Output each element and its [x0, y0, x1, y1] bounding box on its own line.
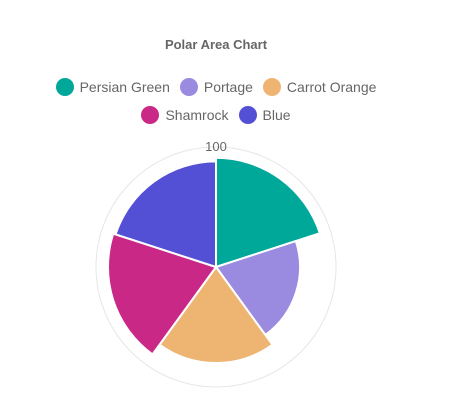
slice-shamrock[interactable]: [107, 232, 217, 356]
legend-item-portage[interactable]: Portage: [179, 78, 253, 96]
legend-item-carrot-orange[interactable]: Carrot Orange: [262, 78, 377, 96]
legend-swatch-carrot-orange: [262, 78, 281, 96]
slice-blue[interactable]: [114, 160, 217, 268]
tick-layer: 100: [205, 139, 227, 154]
tick-label-100: 100: [205, 139, 227, 154]
grid-layer: [95, 146, 337, 388]
legend-label-carrot-orange: Carrot Orange: [286, 79, 377, 95]
legend-item-blue[interactable]: Blue: [238, 106, 291, 124]
legend-label-portage: Portage: [203, 79, 253, 95]
slice-persian-green[interactable]: [215, 156, 321, 268]
grid-circle: [95, 146, 337, 388]
legend-row-2: Shamrock Blue: [0, 104, 432, 126]
legend-item-shamrock[interactable]: Shamrock: [141, 106, 229, 124]
legend-swatch-blue: [238, 106, 257, 124]
legend-label-shamrock: Shamrock: [165, 107, 229, 123]
legend-swatch-persian-green: [55, 78, 74, 96]
slice-portage[interactable]: [215, 240, 301, 336]
legend-label-blue: Blue: [262, 107, 291, 123]
chart-title: Polar Area Chart: [164, 37, 268, 52]
legend-row-1: Persian Green Portage Carrot Orange: [0, 76, 432, 98]
legend-swatch-shamrock: [141, 106, 160, 124]
legend-swatch-portage: [179, 78, 198, 96]
legend-item-persian-green[interactable]: Persian Green: [55, 78, 170, 96]
legend: Persian Green Portage Carrot Orange Sham…: [0, 76, 432, 132]
slice-carrot-orange[interactable]: [158, 266, 274, 364]
slice-layer: [107, 156, 321, 364]
legend-label-persian-green: Persian Green: [79, 79, 170, 95]
